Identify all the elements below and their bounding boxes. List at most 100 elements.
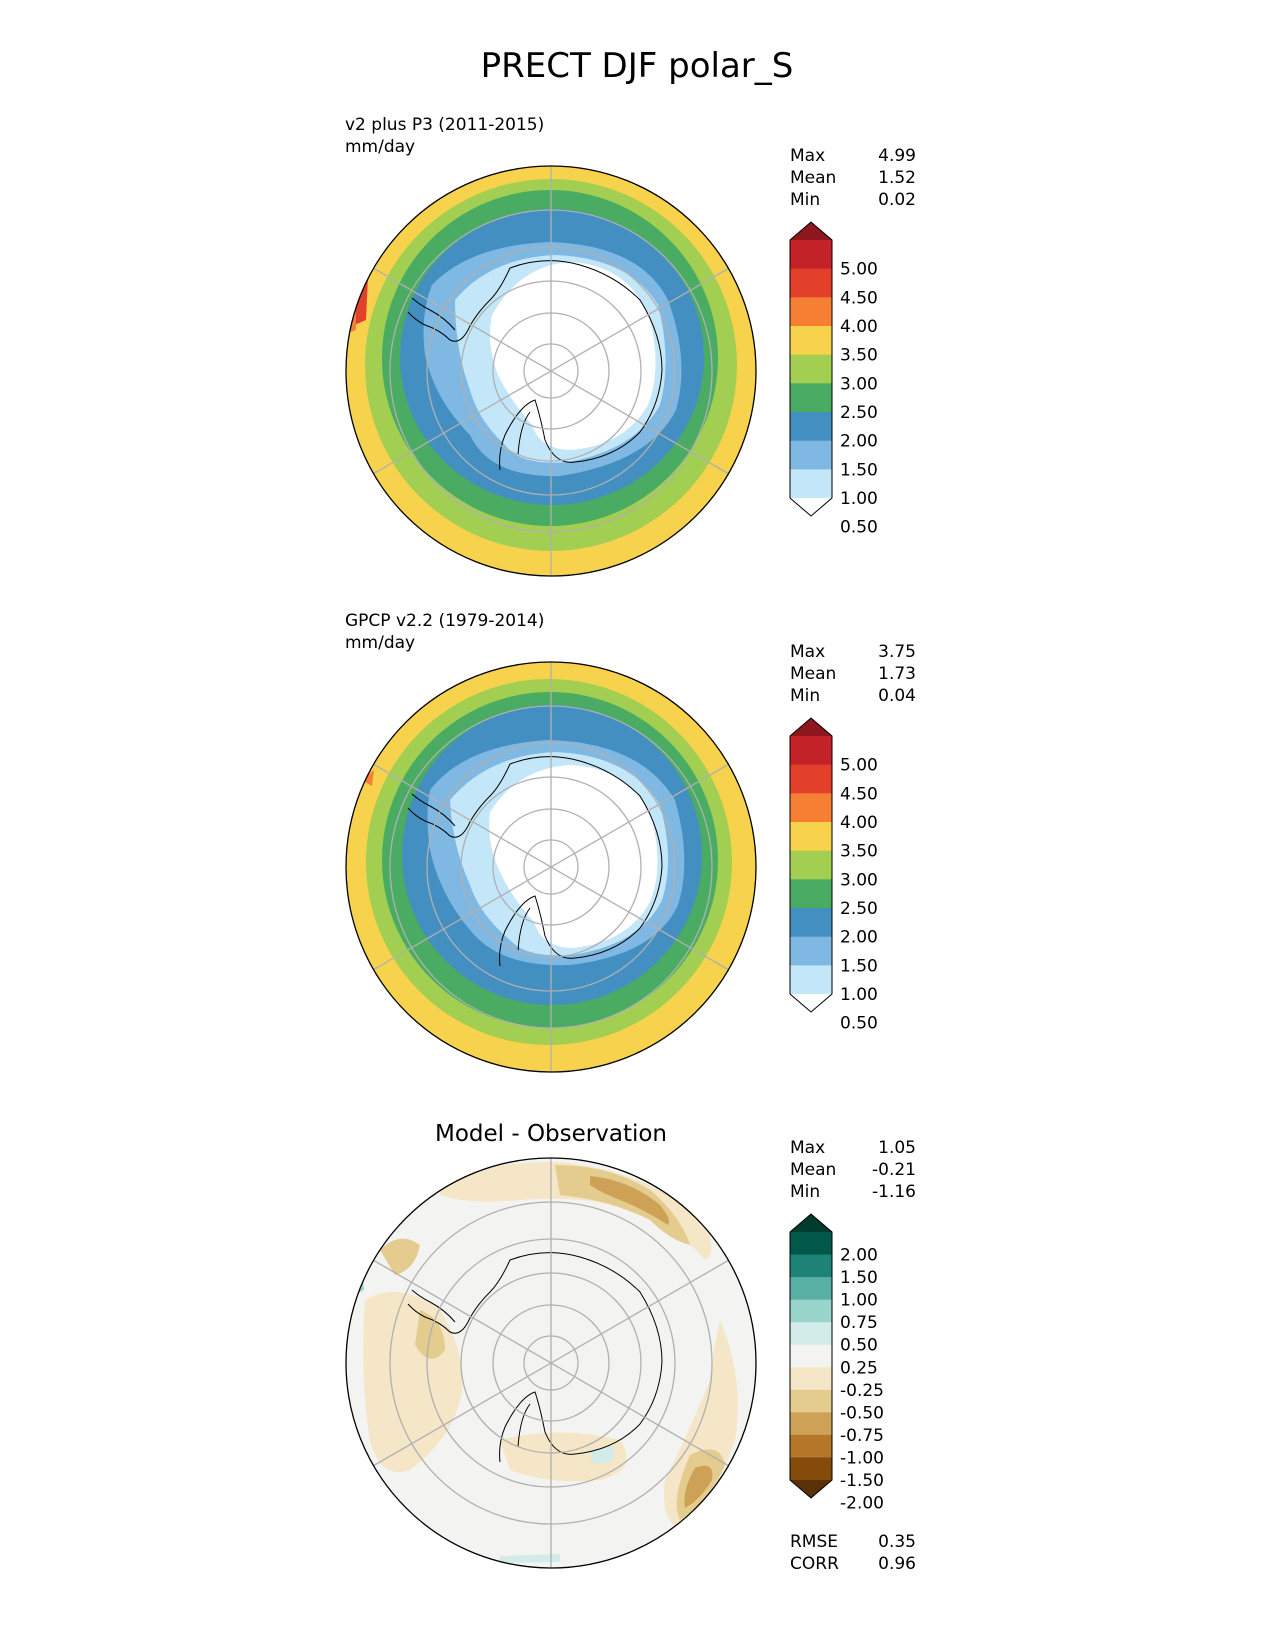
diff-colorbar-tick-label: -1.50 (840, 1471, 884, 1491)
diff-field-upper-left-dry (380, 1238, 420, 1275)
diff-colorbar-swatch (790, 1344, 832, 1368)
diff-stat-max-label: Max (790, 1138, 825, 1158)
obs-map-border (345, 661, 757, 1073)
model-colorbar-tick-label: 0.50 (840, 518, 878, 538)
model-colorbar-swatch (790, 240, 832, 270)
obs-stat-min-label: Min (790, 686, 820, 706)
obs-colorbar: 5.00 4.50 4.00 3.50 3.00 2.50 2.00 1.50 1.00 0.50 (789, 717, 878, 1034)
model-colorbar-swatch (790, 383, 832, 413)
obs-colorbar-extend-bottom (790, 994, 832, 1012)
obs-field-red-patch (362, 770, 374, 786)
obs-colorbar-tick-label: 1.50 (840, 956, 878, 976)
diff-colorbar-extend-top (790, 1214, 832, 1232)
obs-colorbar-tick-label: 2.00 (840, 928, 878, 948)
obs-stat-mean-value: 1.73 (878, 664, 916, 684)
model-colorbar-tick-label: 3.50 (840, 346, 878, 366)
model-colorbar: 5.00 4.50 4.00 3.50 3.00 2.50 2.00 1.50 1.00 0.50 (789, 221, 878, 538)
model-colorbar-swatch (790, 469, 832, 499)
obs-colorbar-swatch (790, 764, 832, 794)
diff-stat-mean-label: Mean (790, 1160, 836, 1180)
model-graticule (372, 166, 730, 576)
diff-colorbar: 2.001.501.000.750.500.25-0.25-0.50-0.75-… (789, 1213, 884, 1514)
model-colorbar-tick-label: 4.00 (840, 317, 878, 337)
diff-colorbar-swatch (790, 1254, 832, 1278)
model-colorbar-outline (789, 221, 833, 517)
diff-colorbar-tick-label: -1.00 (840, 1448, 884, 1468)
model-coastline (407, 260, 663, 471)
diff-colorbar-tick-label: -2.00 (840, 1494, 884, 1514)
model-colorbar-swatch (790, 440, 832, 470)
diff-colorbar-tick-label: 2.00 (840, 1246, 878, 1266)
diff-metrics: RMSE 0.35 CORR 0.96 (790, 1532, 916, 1574)
model-colorbar-swatch (790, 354, 832, 384)
obs-colorbar-tick-label: 1.00 (840, 985, 878, 1005)
obs-colorbar-swatch (790, 736, 832, 766)
obs-colorbar-swatch (790, 879, 832, 909)
model-colorbar-swatch (790, 326, 832, 356)
obs-colorbar-swatch (790, 822, 832, 852)
obs-colorbar-swatch (790, 936, 832, 966)
diff-colorbar-swatch (790, 1299, 832, 1323)
panel-obs-units: mm/day (345, 633, 415, 653)
diff-colorbar-swatch (790, 1367, 832, 1391)
model-colorbar-extend-bottom (790, 498, 832, 516)
model-colorbar-swatch (790, 297, 832, 327)
diff-colorbar-tick-label: -0.50 (840, 1403, 884, 1423)
obs-colorbar-extend-top (790, 718, 832, 736)
model-stat-min-value: 0.02 (878, 190, 916, 210)
model-colorbar-tick-label: 4.50 (840, 288, 878, 308)
model-stat-min-label: Min (790, 190, 820, 210)
diff-colorbar-extend-bottom (790, 1480, 832, 1498)
diff-colorbar-swatch (790, 1232, 832, 1256)
obs-colorbar-swatch (790, 850, 832, 880)
model-stat-mean-label: Mean (790, 168, 836, 188)
diff-colorbar-swatch (790, 1434, 832, 1458)
diff-colorbar-tick-label: 1.50 (840, 1268, 878, 1288)
obs-stat-max-value: 3.75 (878, 642, 916, 662)
diff-coastline (407, 1252, 663, 1463)
panel-difference: Model - Observation (345, 1121, 916, 1574)
obs-colorbar-swatch (790, 965, 832, 995)
diff-colorbar-swatch (790, 1389, 832, 1413)
model-colorbar-swatch (790, 412, 832, 442)
panel-obs-name: GPCP v2.2 (1979-2014) (345, 611, 544, 631)
obs-coastline (407, 756, 663, 967)
panel-model-name: v2 plus P3 (2011-2015) (345, 115, 544, 135)
diff-metric-corr-label: CORR (790, 1554, 839, 1574)
diff-stats: Max 1.05 Mean -0.21 Min -1.16 (790, 1138, 916, 1202)
diff-field-right-drier (684, 1465, 713, 1508)
diff-colorbar-swatch (790, 1322, 832, 1346)
obs-stats: Max 3.75 Mean 1.73 Min 0.04 (790, 642, 916, 706)
model-colorbar-tick-label: 3.00 (840, 374, 878, 394)
diff-colorbar-tick-label: 0.75 (840, 1313, 878, 1333)
diff-field-bottom-band (500, 1432, 627, 1482)
diff-field-top-drier (590, 1176, 669, 1225)
diff-metric-rmse-label: RMSE (790, 1532, 838, 1552)
diff-colorbar-tick-label: -0.25 (840, 1381, 884, 1401)
obs-colorbar-tick-label: 5.00 (840, 756, 878, 776)
model-stat-mean-value: 1.52 (878, 168, 916, 188)
obs-colorbar-tick-label: 4.50 (840, 784, 878, 804)
obs-stat-min-value: 0.04 (878, 686, 916, 706)
obs-colorbar-tick-label: 3.50 (840, 842, 878, 862)
model-colorbar-extend-top (790, 222, 832, 240)
model-stat-max-value: 4.99 (878, 146, 916, 166)
diff-field-top-dry (555, 1165, 690, 1245)
model-colorbar-tick-label: 1.00 (840, 489, 878, 509)
diff-colorbar-tick-label: 0.25 (840, 1358, 878, 1378)
model-colorbar-tick-label: 1.50 (840, 460, 878, 480)
model-map-border (345, 165, 757, 577)
diff-field-wet-patch-edge (500, 1554, 560, 1563)
diff-stat-min-value: -1.16 (872, 1182, 916, 1202)
obs-colorbar-tick-label: 0.50 (840, 1014, 878, 1034)
obs-field-white (489, 765, 658, 948)
figure-title: PRECT DJF polar_S (481, 46, 794, 86)
diff-colorbar-swatch (790, 1457, 832, 1481)
obs-stat-mean-label: Mean (790, 664, 836, 684)
obs-colorbar-swatch (790, 908, 832, 938)
diff-map-border (345, 1157, 757, 1569)
diff-graticule (372, 1158, 730, 1568)
diff-stat-mean-value: -0.21 (872, 1160, 916, 1180)
model-colorbar-swatch (790, 268, 832, 298)
